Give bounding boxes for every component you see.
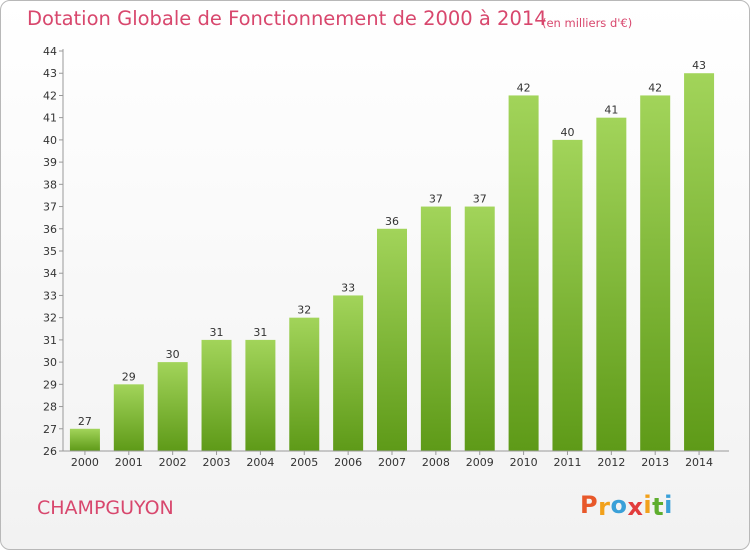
bar-value-label: 41 — [604, 104, 618, 117]
x-tick-label: 2011 — [553, 456, 581, 469]
bar-value-label: 43 — [692, 59, 706, 72]
y-tick-label: 28 — [43, 401, 57, 414]
bar-2014[interactable] — [684, 73, 715, 451]
x-tick-label: 2001 — [115, 456, 143, 469]
x-tick-label: 2008 — [422, 456, 450, 469]
bar-2007[interactable] — [377, 228, 407, 451]
bar-value-label: 40 — [560, 126, 574, 139]
bar-value-label: 30 — [166, 348, 180, 361]
chart-unit: (en milliers d'€) — [542, 16, 633, 30]
bar-2008[interactable] — [420, 206, 451, 451]
logo-letter: o — [610, 491, 628, 519]
x-tick-label: 2000 — [71, 456, 99, 469]
bars: 27 29 30 31 31 32 33 36 37 37 42 40 41 42 43 — [69, 59, 715, 452]
y-tick-label: 38 — [43, 178, 57, 191]
y-tick-label: 41 — [43, 112, 57, 125]
y-axis: 26 27 28 29 30 31 32 33 34 35 36 37 38 39 40 41 42 43 44 — [43, 45, 64, 458]
x-tick-label: 2012 — [597, 456, 625, 469]
y-tick-label: 37 — [43, 201, 57, 214]
bar-value-label: 42 — [517, 81, 531, 94]
y-tick-label: 27 — [43, 423, 57, 436]
bar-2003[interactable] — [201, 339, 232, 451]
y-tick-label: 33 — [43, 289, 57, 302]
x-tick-label: 2013 — [641, 456, 669, 469]
logo-letter: x — [627, 493, 644, 521]
bar-value-label: 37 — [429, 193, 443, 206]
bar-2013[interactable] — [640, 95, 671, 451]
x-tick-label: 2009 — [466, 456, 494, 469]
bar-2006[interactable] — [333, 295, 364, 451]
logo-letter: i — [643, 491, 653, 519]
logo-letter: t — [652, 493, 665, 521]
y-tick-label: 35 — [43, 245, 57, 258]
bar-value-label: 37 — [473, 193, 487, 206]
x-tick-label: 2003 — [203, 456, 231, 469]
y-tick-label: 43 — [43, 67, 57, 80]
logo-letter: r — [598, 493, 611, 521]
logo-letter: i — [664, 491, 673, 519]
y-tick-label: 26 — [43, 445, 57, 458]
y-tick-label: 42 — [43, 89, 57, 102]
y-tick-label: 31 — [43, 334, 57, 347]
bar-value-label: 36 — [385, 215, 399, 228]
y-tick-label: 34 — [43, 267, 57, 280]
logo-letter: P — [580, 491, 599, 519]
x-tick-label: 2006 — [334, 456, 362, 469]
y-tick-label: 39 — [43, 156, 57, 169]
bar-value-label: 33 — [341, 281, 355, 294]
chart-title: Dotation Globale de Fonctionnement de 20… — [27, 7, 547, 30]
bar-value-label: 27 — [78, 415, 92, 428]
bar-2000[interactable] — [69, 428, 100, 451]
bar-value-label: 29 — [122, 370, 136, 383]
bar-value-label: 31 — [210, 326, 224, 339]
bar-2012[interactable] — [596, 117, 627, 452]
bar-2009[interactable] — [464, 206, 495, 451]
x-axis: 2000 2001 2002 2003 2004 2005 2006 2007 2008 2009… — [63, 450, 729, 469]
bar-2011[interactable] — [552, 139, 583, 451]
y-tick-label: 30 — [43, 356, 57, 369]
y-tick-label: 29 — [43, 378, 57, 391]
bar-2004[interactable] — [245, 339, 276, 451]
y-tick-label: 44 — [43, 45, 57, 58]
bar-2010[interactable] — [508, 95, 539, 451]
bar-2001[interactable] — [113, 384, 144, 451]
y-tick-label: 32 — [43, 312, 57, 325]
x-tick-label: 2010 — [510, 456, 538, 469]
y-tick-label: 36 — [43, 223, 57, 236]
x-tick-label: 2004 — [246, 456, 274, 469]
bar-value-label: 42 — [648, 81, 662, 94]
y-tick-label: 40 — [43, 134, 57, 147]
x-tick-label: 2005 — [290, 456, 318, 469]
commune-name: CHAMPGUYON — [37, 497, 174, 519]
bar-2002[interactable] — [157, 362, 188, 451]
proxiti-logo[interactable]: Proxiti — [580, 491, 673, 521]
x-tick-label: 2014 — [685, 456, 713, 469]
x-tick-label: 2007 — [378, 456, 406, 469]
bar-2005[interactable] — [289, 317, 320, 451]
x-tick-label: 2002 — [159, 456, 187, 469]
bar-value-label: 31 — [253, 326, 267, 339]
bar-value-label: 32 — [297, 304, 311, 317]
